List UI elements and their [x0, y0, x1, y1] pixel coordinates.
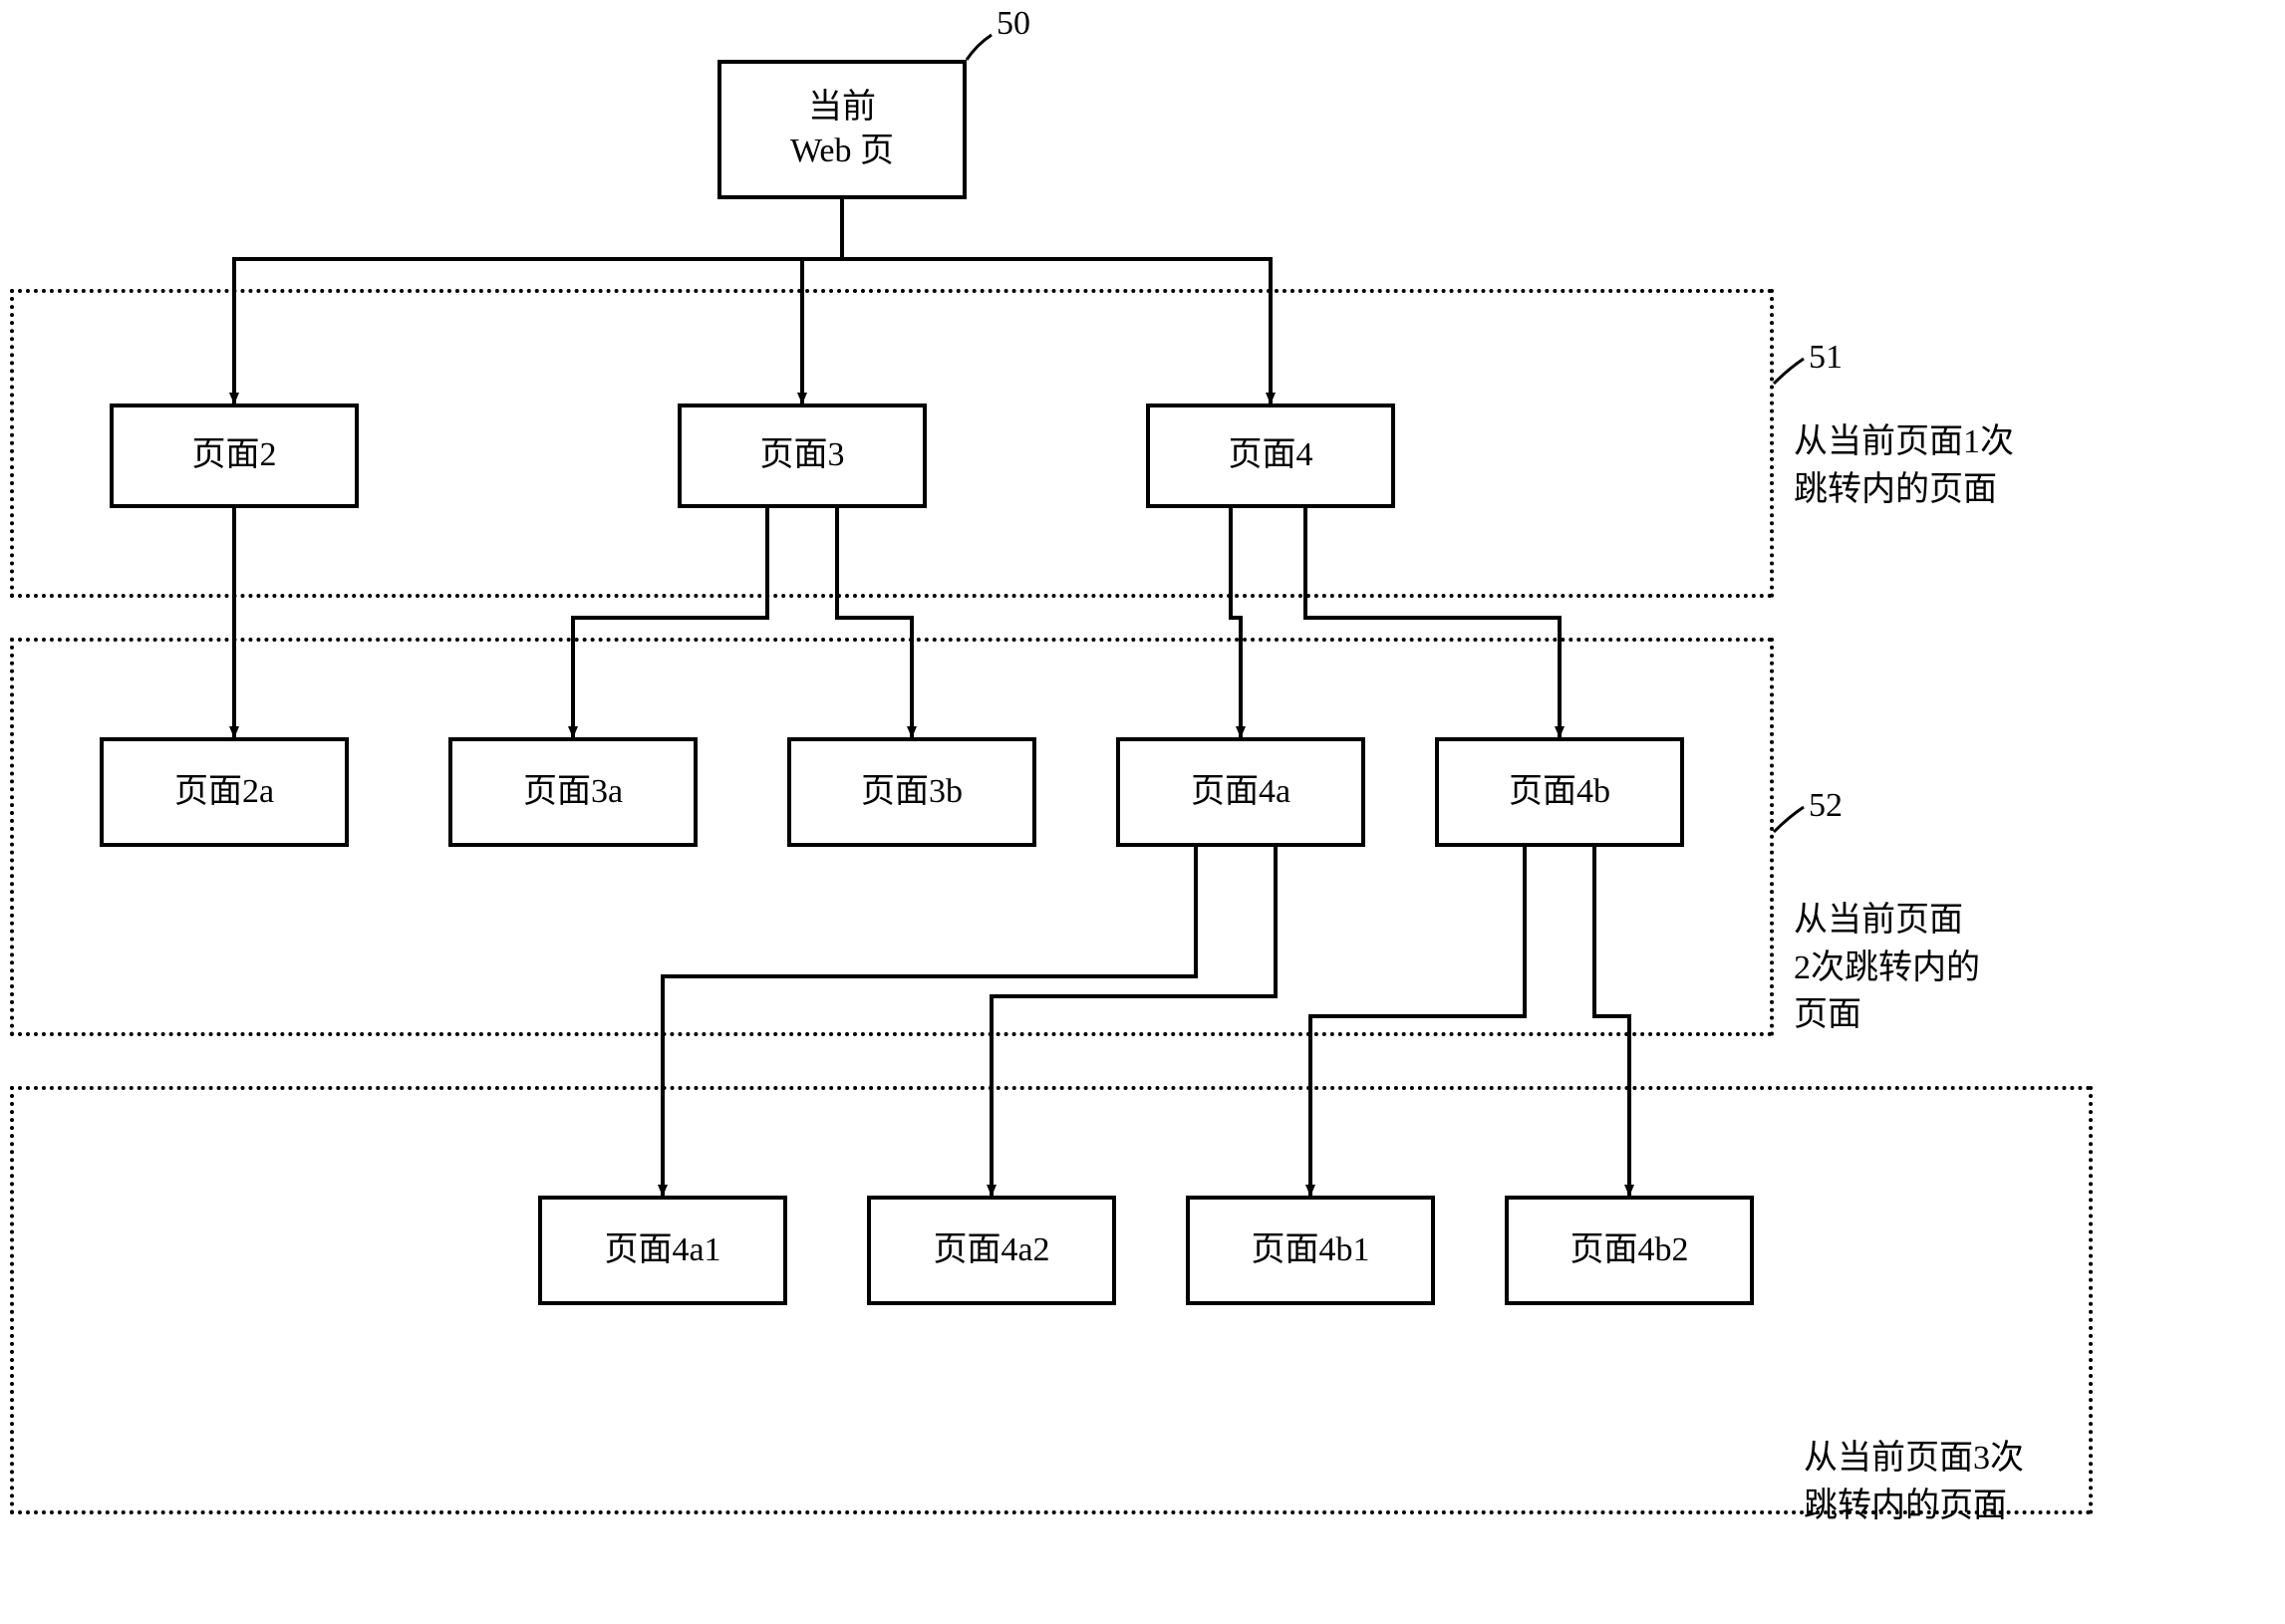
node-p4a2: 页面4a2: [867, 1196, 1116, 1305]
node-p4a1: 页面4a1: [538, 1196, 787, 1305]
node-p3b: 页面3b: [787, 737, 1036, 847]
node-p4b: 页面4b: [1435, 737, 1684, 847]
node-p3: 页面3: [678, 404, 927, 508]
node-p4: 页面4: [1146, 404, 1395, 508]
ref-52: 52: [1809, 787, 1843, 825]
diagram-canvas: 当前 Web 页 页面2 页面3 页面4 页面2a 页面3a 页面3b 页面4a…: [0, 0, 2285, 1624]
node-p4b2: 页面4b2: [1505, 1196, 1754, 1305]
node-p2a: 页面2a: [100, 737, 349, 847]
node-root: 当前 Web 页: [717, 60, 967, 199]
ref-50: 50: [997, 5, 1030, 43]
zone-51-label: 从当前页面1次 跳转内的页面: [1794, 418, 2014, 513]
node-p2: 页面2: [110, 404, 359, 508]
ref-51: 51: [1809, 339, 1843, 377]
node-p3a: 页面3a: [448, 737, 698, 847]
node-p4a: 页面4a: [1116, 737, 1365, 847]
node-p4b1: 页面4b1: [1186, 1196, 1435, 1305]
zone-53-label: 从当前页面3次 跳转内的页面: [1804, 1435, 2024, 1529]
zone-52-label: 从当前页面 2次跳转内的 页面: [1794, 897, 1980, 1039]
